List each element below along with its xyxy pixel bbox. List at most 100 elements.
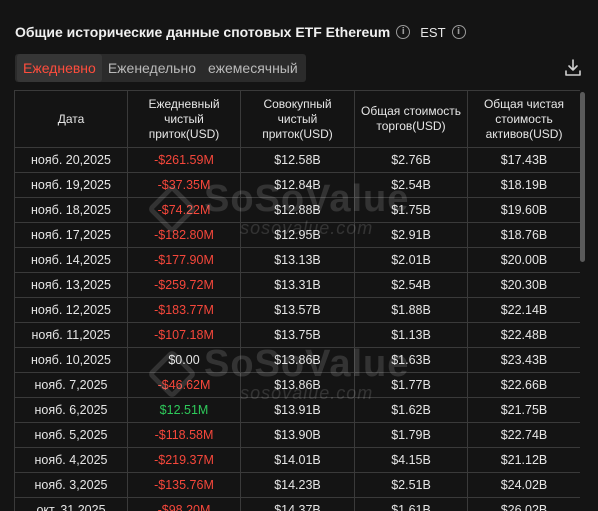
cell-cumulative-inflow: $13.13B bbox=[240, 247, 355, 273]
cell-net-assets: $22.66B bbox=[467, 372, 580, 398]
tab-daily[interactable]: Ежедневно bbox=[17, 54, 102, 82]
cell-date: нояб. 11,2025 bbox=[14, 322, 128, 348]
cell-daily-inflow: $0.00 bbox=[127, 347, 241, 373]
info-icon[interactable]: i bbox=[396, 25, 411, 39]
cell-daily-inflow: -$98.20M bbox=[127, 497, 241, 511]
etf-history-table-container[interactable]: Дата Ежедневный чистый приток(USD) Совок… bbox=[14, 90, 580, 511]
table-row[interactable]: нояб. 13,2025 -$259.72M $13.31B $2.54B $20.3… bbox=[14, 272, 580, 298]
cell-date: нояб. 12,2025 bbox=[14, 297, 128, 323]
cell-daily-inflow: -$46.62M bbox=[127, 372, 241, 398]
table-row[interactable]: нояб. 19,2025 -$37.35M $12.84B $2.54B $18.19… bbox=[14, 172, 580, 198]
cell-cumulative-inflow: $13.57B bbox=[240, 297, 355, 323]
cell-cumulative-inflow: $12.88B bbox=[240, 197, 355, 223]
cell-date: нояб. 18,2025 bbox=[14, 197, 128, 223]
table-row[interactable]: нояб. 10,2025 $0.00 $13.86B $1.63B $23.43B bbox=[14, 347, 580, 373]
cell-date: нояб. 17,2025 bbox=[14, 222, 128, 248]
cell-net-assets: $20.30B bbox=[467, 272, 580, 298]
table-row[interactable]: нояб. 5,2025 -$118.58M $13.90B $1.79B $22.74… bbox=[14, 422, 580, 448]
period-tabs: Ежедневно Еженедельно ежемесячный bbox=[15, 54, 306, 82]
cell-cumulative-inflow: $13.31B bbox=[240, 272, 355, 298]
cell-net-assets: $20.00B bbox=[467, 247, 580, 273]
cell-total-traded: $1.75B bbox=[354, 197, 468, 223]
cell-daily-inflow: -$135.76M bbox=[127, 472, 241, 498]
cell-date: нояб. 5,2025 bbox=[14, 422, 128, 448]
cell-cumulative-inflow: $12.58B bbox=[240, 147, 355, 173]
cell-total-traded: $2.54B bbox=[354, 272, 468, 298]
table-row[interactable]: нояб. 7,2025 -$46.62M $13.86B $1.77B $22.66B bbox=[14, 372, 580, 398]
table-header-row: Дата Ежедневный чистый приток(USD) Совок… bbox=[14, 90, 580, 148]
cell-cumulative-inflow: $13.86B bbox=[240, 347, 355, 373]
column-header-daily-inflow[interactable]: Ежедневный чистый приток(USD) bbox=[127, 90, 241, 148]
column-header-total-traded[interactable]: Общая стоимость торгов(USD) bbox=[354, 90, 468, 148]
table-row[interactable]: окт. 31,2025 -$98.20M $14.37B $1.61B $26.02B bbox=[14, 497, 580, 511]
cell-daily-inflow: -$183.77M bbox=[127, 297, 241, 323]
cell-net-assets: $17.43B bbox=[467, 147, 580, 173]
cell-daily-inflow: -$107.18M bbox=[127, 322, 241, 348]
table-row[interactable]: нояб. 17,2025 -$182.80M $12.95B $2.91B $18.7… bbox=[14, 222, 580, 248]
cell-daily-inflow: -$37.35M bbox=[127, 172, 241, 198]
table-row[interactable]: нояб. 11,2025 -$107.18M $13.75B $1.13B $22.4… bbox=[14, 322, 580, 348]
cell-net-assets: $18.19B bbox=[467, 172, 580, 198]
cell-date: нояб. 19,2025 bbox=[14, 172, 128, 198]
cell-total-traded: $2.01B bbox=[354, 247, 468, 273]
cell-date: нояб. 6,2025 bbox=[14, 397, 128, 423]
cell-cumulative-inflow: $13.91B bbox=[240, 397, 355, 423]
cell-cumulative-inflow: $13.86B bbox=[240, 372, 355, 398]
column-header-cumulative-inflow[interactable]: Совокупный чистый приток(USD) bbox=[240, 90, 355, 148]
cell-total-traded: $2.76B bbox=[354, 147, 468, 173]
cell-date: нояб. 13,2025 bbox=[14, 272, 128, 298]
table-row[interactable]: нояб. 12,2025 -$183.77M $13.57B $1.88B $22.1… bbox=[14, 297, 580, 323]
cell-net-assets: $21.12B bbox=[467, 447, 580, 473]
cell-daily-inflow: -$261.59M bbox=[127, 147, 241, 173]
cell-daily-inflow: -$219.37M bbox=[127, 447, 241, 473]
column-header-net-assets[interactable]: Общая чистая стоимость активов(USD) bbox=[467, 90, 580, 148]
cell-daily-inflow: -$177.90M bbox=[127, 247, 241, 273]
cell-net-assets: $26.02B bbox=[467, 497, 580, 511]
cell-daily-inflow: -$74.22M bbox=[127, 197, 241, 223]
cell-net-assets: $23.43B bbox=[467, 347, 580, 373]
cell-date: нояб. 14,2025 bbox=[14, 247, 128, 273]
tab-monthly[interactable]: ежемесячный bbox=[208, 60, 298, 76]
cell-net-assets: $22.48B bbox=[467, 322, 580, 348]
cell-net-assets: $19.60B bbox=[467, 197, 580, 223]
table-row[interactable]: нояб. 14,2025 -$177.90M $13.13B $2.01B $20.0… bbox=[14, 247, 580, 273]
cell-daily-inflow: -$259.72M bbox=[127, 272, 241, 298]
cell-cumulative-inflow: $14.37B bbox=[240, 497, 355, 511]
cell-date: нояб. 7,2025 bbox=[14, 372, 128, 398]
table-row[interactable]: нояб. 3,2025 -$135.76M $14.23B $2.51B $24.02… bbox=[14, 472, 580, 498]
timezone-info-icon[interactable]: i bbox=[451, 25, 466, 39]
cell-cumulative-inflow: $13.90B bbox=[240, 422, 355, 448]
cell-total-traded: $1.61B bbox=[354, 497, 468, 511]
cell-total-traded: $1.62B bbox=[354, 397, 468, 423]
cell-date: нояб. 3,2025 bbox=[14, 472, 128, 498]
cell-cumulative-inflow: $12.84B bbox=[240, 172, 355, 198]
page-header: Общие исторические данные спотовых ETF E… bbox=[15, 22, 466, 42]
cell-daily-inflow: -$182.80M bbox=[127, 222, 241, 248]
table-row[interactable]: нояб. 20,2025 -$261.59M $12.58B $2.76B $17.4… bbox=[14, 147, 580, 173]
cell-cumulative-inflow: $14.23B bbox=[240, 472, 355, 498]
cell-daily-inflow: -$118.58M bbox=[127, 422, 241, 448]
cell-cumulative-inflow: $12.95B bbox=[240, 222, 355, 248]
cell-net-assets: $21.75B bbox=[467, 397, 580, 423]
cell-date: нояб. 20,2025 bbox=[14, 147, 128, 173]
cell-total-traded: $1.88B bbox=[354, 297, 468, 323]
timezone-label: EST bbox=[420, 24, 446, 40]
download-icon[interactable] bbox=[564, 58, 582, 78]
cell-total-traded: $2.54B bbox=[354, 172, 468, 198]
cell-total-traded: $2.91B bbox=[354, 222, 468, 248]
column-header-date[interactable]: Дата bbox=[14, 90, 128, 148]
page-title: Общие исторические данные спотовых ETF E… bbox=[15, 24, 391, 40]
table-scrollbar-thumb[interactable] bbox=[580, 92, 585, 262]
cell-total-traded: $2.51B bbox=[354, 472, 468, 498]
tab-weekly[interactable]: Еженедельно bbox=[107, 60, 196, 76]
cell-total-traded: $1.63B bbox=[354, 347, 468, 373]
table-row[interactable]: нояб. 4,2025 -$219.37M $14.01B $4.15B $21.12… bbox=[14, 447, 580, 473]
cell-date: окт. 31,2025 bbox=[14, 497, 128, 511]
table-row[interactable]: нояб. 18,2025 -$74.22M $12.88B $1.75B $19.60… bbox=[14, 197, 580, 223]
cell-date: нояб. 4,2025 bbox=[14, 447, 128, 473]
cell-net-assets: $18.76B bbox=[467, 222, 580, 248]
cell-total-traded: $1.77B bbox=[354, 372, 468, 398]
table-row[interactable]: нояб. 6,2025 $12.51M $13.91B $1.62B $21.75B bbox=[14, 397, 580, 423]
etf-history-table: Дата Ежедневный чистый приток(USD) Совок… bbox=[14, 90, 580, 511]
cell-cumulative-inflow: $13.75B bbox=[240, 322, 355, 348]
